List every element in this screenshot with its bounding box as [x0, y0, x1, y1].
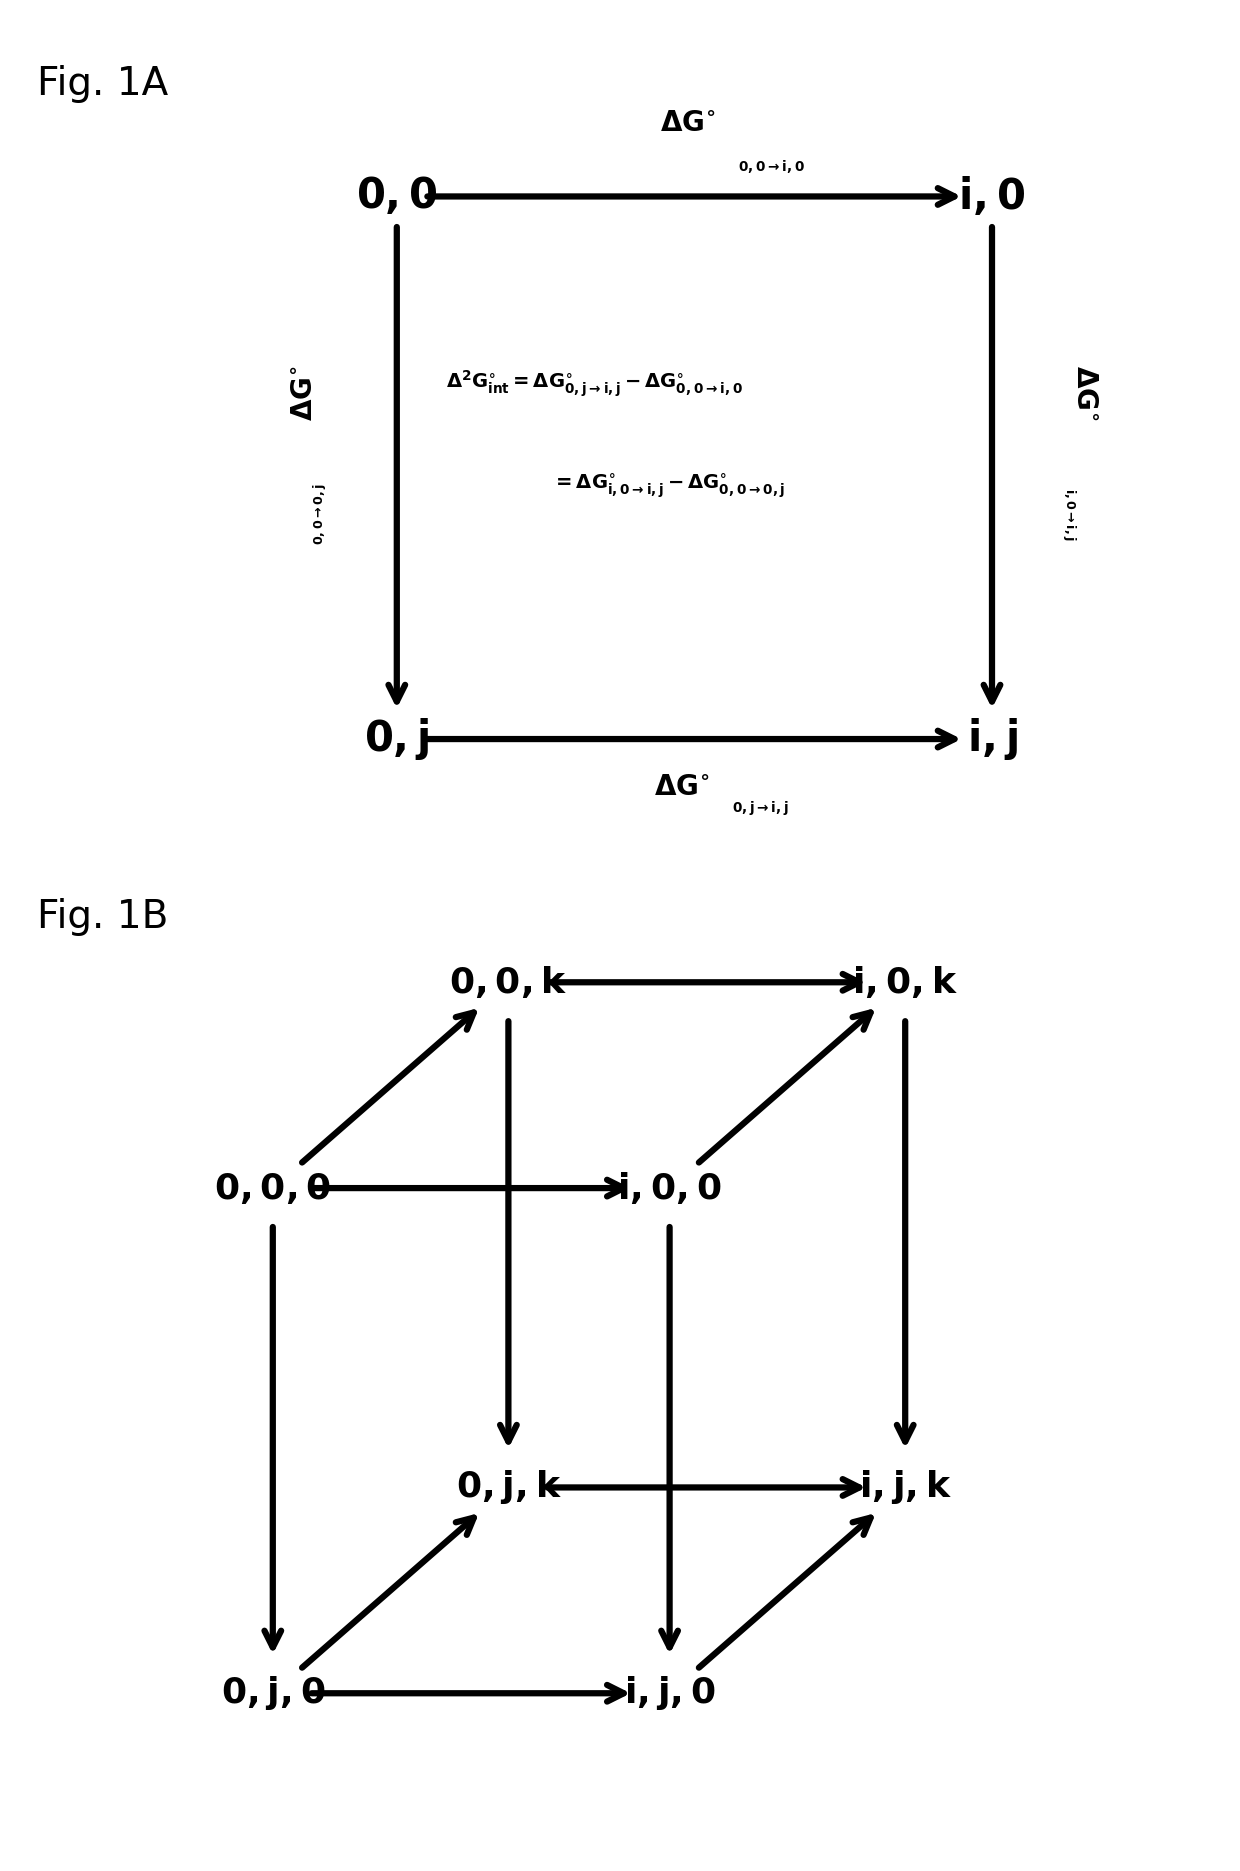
Text: $\mathbf{0,0,k}$: $\mathbf{0,0,k}$ — [449, 964, 568, 1001]
Text: $\mathbf{i,0,k}$: $\mathbf{i,0,k}$ — [852, 964, 959, 1001]
Text: $\mathbf{i,0}$: $\mathbf{i,0}$ — [959, 176, 1025, 217]
Text: $\mathbf{i,j}$: $\mathbf{i,j}$ — [966, 717, 1018, 761]
Text: $\mathbf{0,j}$: $\mathbf{0,j}$ — [365, 717, 429, 761]
Text: $\mathbf{0,j,k}$: $\mathbf{0,j,k}$ — [455, 1469, 562, 1506]
Text: Fig. 1B: Fig. 1B — [37, 898, 169, 936]
Text: $\mathbf{{}_{i,0 \rightarrow i,j}}$: $\mathbf{{}_{i,0 \rightarrow i,j}}$ — [1060, 488, 1078, 541]
Text: $\mathbf{\Delta G^{\circ}}$: $\mathbf{\Delta G^{\circ}}$ — [653, 773, 711, 801]
Text: $\mathbf{i,j,0}$: $\mathbf{i,j,0}$ — [624, 1675, 715, 1712]
Text: $\mathbf{{}_{0,j \rightarrow i,j}}$: $\mathbf{{}_{0,j \rightarrow i,j}}$ — [732, 799, 789, 818]
Text: $\mathbf{\Delta^2 G^{\circ}_{int}}$$\mathbf{= \Delta G^{\circ}_{0,j \rightarrow : $\mathbf{\Delta^2 G^{\circ}_{int}}$$\mat… — [446, 369, 743, 399]
Text: $\mathbf{= \Delta G^{\circ}_{i,0 \rightarrow i,j} - \Delta G^{\circ}_{0,0 \right: $\mathbf{= \Delta G^{\circ}_{i,0 \righta… — [552, 471, 785, 501]
Text: Fig. 1A: Fig. 1A — [37, 65, 169, 103]
Text: $\mathbf{0,j,0}$: $\mathbf{0,j,0}$ — [221, 1675, 325, 1712]
Text: $\mathbf{\Delta G^{\circ}}$: $\mathbf{\Delta G^{\circ}}$ — [660, 109, 717, 137]
Text: $\mathbf{\Delta G^{\circ}}$: $\mathbf{\Delta G^{\circ}}$ — [290, 365, 317, 421]
Text: $\mathbf{\Delta G^{\circ}}$: $\mathbf{\Delta G^{\circ}}$ — [1071, 365, 1099, 421]
Text: $\mathbf{{}_{0,0 \rightarrow i,0}}$: $\mathbf{{}_{0,0 \rightarrow i,0}}$ — [738, 157, 805, 176]
Text: $\mathbf{0,0,0}$: $\mathbf{0,0,0}$ — [215, 1171, 331, 1205]
Text: $\mathbf{{}_{0,0 \rightarrow 0,j}}$: $\mathbf{{}_{0,0 \rightarrow 0,j}}$ — [311, 483, 329, 546]
Text: $\mathbf{0,0}$: $\mathbf{0,0}$ — [356, 176, 438, 217]
Text: $\mathbf{i,j,k}$: $\mathbf{i,j,k}$ — [858, 1469, 952, 1506]
Text: $\mathbf{i,0,0}$: $\mathbf{i,0,0}$ — [618, 1169, 722, 1207]
